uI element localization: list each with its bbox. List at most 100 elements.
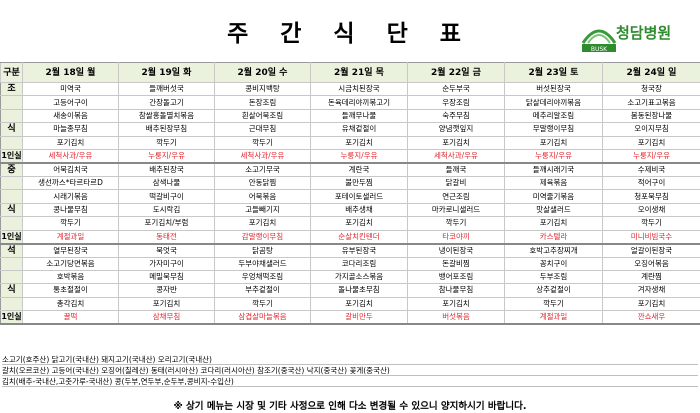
- menu-cell: 시래기볶음: [22, 189, 119, 204]
- menu-cell: 돈갈비찜: [407, 256, 505, 271]
- snack-cell: 갈비만두: [310, 310, 408, 326]
- menu-cell: 버섯된장국: [504, 81, 603, 97]
- menu-cell: 포기김치: [504, 216, 603, 231]
- hospital-name: 청담병원: [616, 24, 672, 42]
- menu-cell: 닭곰탕: [214, 243, 311, 258]
- snack-cell: 미니비빔국수: [602, 229, 700, 245]
- menu-cell: 맛살샐러드: [504, 202, 603, 218]
- menu-cell: 양념깻잎지: [407, 122, 505, 137]
- snack-cell: 누룽지/우유: [504, 148, 603, 164]
- dinner-section-label: [0, 256, 23, 271]
- single-room-label: 1인실: [0, 229, 23, 245]
- snack-cell: 타코야끼: [407, 229, 505, 245]
- menu-cell: 적어구이: [602, 175, 700, 191]
- menu-cell: 불만두찜: [310, 175, 408, 191]
- dinner-menu-row: 총각김치 포기김치 깍두기 포기김치 포기김치 깍두기 포기김치: [0, 296, 700, 312]
- menu-cell: 유부된장국: [310, 243, 408, 258]
- menu-cell: 고등어구이: [22, 95, 119, 110]
- breakfast-menu-row: 새송이볶음 참쌀홍돌멸치볶음 흰살어묵조림 들깨무나물 숙주무침 메추리알조림 봄동된장나물: [0, 108, 700, 124]
- breakfast-menu-row: 포기김치 깍두기 깍두기 포기김치 포기김치 포기김치 포기김치: [0, 135, 700, 150]
- menu-cell: 부추겉절이: [214, 283, 311, 298]
- breakfast-section-label: [0, 135, 23, 150]
- menu-cell: 미역국: [22, 81, 119, 97]
- day-header: 2월 22일 금: [407, 62, 505, 83]
- menu-cell: 깍두기: [22, 216, 119, 231]
- lunch-menu-row: 중 어묵김치국 배추된장국 소고기무국 계란국 들깨국 들깨시래기국 수제비국: [0, 162, 700, 177]
- menu-cell: 포기김치: [602, 135, 700, 150]
- snack-cell: 순살치킨텐더: [310, 229, 408, 245]
- day-header: 2월 19일 화: [118, 62, 215, 83]
- dinner-menu-row: 호박볶음 메밀묵무침 우엉채떡조림 가지골소스볶음 뱅어포조림 두부조림 계란찜: [0, 269, 700, 285]
- dinner-section-label: 석: [0, 243, 23, 258]
- menu-cell: 미역줄기볶음: [504, 189, 603, 204]
- menu-cell: 포기김치: [310, 216, 408, 231]
- lunch-menu-row: 생선까스*타르타르D 삼색나물 안동닭찜 불만두찜 닭갈비 제육볶음 적어구이: [0, 175, 700, 191]
- lunch-section-label: [0, 216, 23, 231]
- menu-cell: 깍두기: [118, 135, 215, 150]
- menu-cell: 포테이토샐러드: [310, 189, 408, 204]
- menu-cell: 돈장조림: [214, 95, 311, 110]
- menu-cell: 소고기무국: [214, 162, 311, 177]
- hospital-logo: BUSK 청담병원: [580, 17, 700, 57]
- menu-cell: 제육볶음: [504, 175, 603, 191]
- menu-cell: 생선까스*타르타르D: [22, 175, 119, 191]
- day-header: 2월 21일 목: [310, 62, 408, 83]
- menu-cell: 깍두기: [602, 216, 700, 231]
- menu-cell: 마카로니샐러드: [407, 202, 505, 218]
- menu-cell: 포기김치: [407, 296, 505, 312]
- lunch-menu-row: 깍두기 포기김치/부럼 포기김치 포기김치 깍두기 포기김치 깍두기: [0, 216, 700, 231]
- menu-cell: 두부조림: [504, 269, 603, 285]
- menu-cell: 호박고추장찌개: [504, 243, 603, 258]
- snack-cell: 동태전: [118, 229, 215, 245]
- menu-cell: 도시락김: [118, 202, 215, 218]
- dinner-menu-row: 식 통초절절이 콩자반 부추겉절이 돌나물초무침 참나물무침 상추겉절이 겨자생채: [0, 283, 700, 298]
- breakfast-section-label: 식: [0, 122, 23, 137]
- lunch-section-label: [0, 175, 23, 191]
- snack-cell: 꿀떡: [22, 310, 119, 326]
- dinner-menu-row: 석 열무된장국 북엇국 닭곰탕 유부된장국 냉이된장국 호박고추장찌개 얼갈이된장국: [0, 243, 700, 258]
- menu-cell: 소고기표고볶음: [602, 95, 700, 110]
- menu-cell: 포기김치: [504, 135, 603, 150]
- dinner-section-label: [0, 269, 23, 285]
- menu-cell: 포기김치: [22, 135, 119, 150]
- breakfast-menu-row: 식 마늘종무침 배추된장무침 근대무침 유채겉절이 양념깻잎지 무말랭이무침 오이지무침: [0, 122, 700, 137]
- menu-cell: 상추겉절이: [504, 283, 603, 298]
- menu-cell: 돈육데리야끼볶고기: [310, 95, 408, 110]
- single-room-label: 1인실: [0, 310, 23, 326]
- menu-cell: 우장조림: [407, 95, 505, 110]
- menu-cell: 계란국: [310, 162, 408, 177]
- menu-cell: 마늘종무침: [22, 122, 119, 137]
- menu-cell: 시금치된장국: [310, 81, 408, 97]
- breakfast-menu-row: 고등어구이 간장돌고기 돈장조림 돈육데리야끼볶고기 우장조림 닭살데리야끼볶음 소고기표고…: [0, 95, 700, 110]
- menu-cell: 포기김치: [407, 135, 505, 150]
- page-title: 주 간 식 단 표: [227, 21, 473, 47]
- menu-cell: 코다리조림: [310, 256, 408, 271]
- menu-cell: 가자미구이: [118, 256, 215, 271]
- snack-cell: 삼겹살마늘볶음: [214, 310, 311, 326]
- menu-cell: 유채겉절이: [310, 122, 408, 137]
- menu-cell: 참나물무침: [407, 283, 505, 298]
- menu-cell: 꽁치구이: [504, 256, 603, 271]
- menu-cell: 포기김치/부럼: [118, 216, 215, 231]
- menu-cell: 어묵김치국: [22, 162, 119, 177]
- dinner-snack-row: 1인실 꿀떡 삼채무침 삼겹살마늘볶음 갈비만두 버섯볶음 계절과일 깐쇼새우: [0, 310, 700, 326]
- snack-cell: 세척사과/우유: [214, 148, 311, 164]
- menu-cell: 포기김치: [214, 216, 311, 231]
- lunch-section-label: 식: [0, 202, 23, 218]
- menu-cell: 흰살어묵조림: [214, 108, 311, 124]
- menu-cell: 닭살데리야끼볶음: [504, 95, 603, 110]
- menu-cell: 들깨국: [407, 162, 505, 177]
- breakfast-section-label: [0, 95, 23, 110]
- snack-cell: 계절과일: [504, 310, 603, 326]
- menu-cell: 콩나물무침: [22, 202, 119, 218]
- menu-cell: 배추된장국: [118, 162, 215, 177]
- snack-cell: 계절과일: [22, 229, 119, 245]
- menu-cell: 들깨시래기국: [504, 162, 603, 177]
- hospital-emblem-icon: BUSK: [581, 29, 617, 53]
- menu-cell: 배추된장무침: [118, 122, 215, 137]
- breakfast-snack-row: 1인실 세척사과/우유 누룽지/우유 세척사과/우유 누룽지/우유 세척사과/우유 누룽지/…: [0, 148, 700, 164]
- menu-cell: 총각김치: [22, 296, 119, 312]
- snack-cell: 누룽지/우유: [602, 148, 700, 164]
- footer-note: ※ 상기 메뉴는 시장 및 기타 사정으로 인해 다소 변경될 수 있으니 양지…: [173, 401, 527, 412]
- snack-cell: 깐쇼새우: [602, 310, 700, 326]
